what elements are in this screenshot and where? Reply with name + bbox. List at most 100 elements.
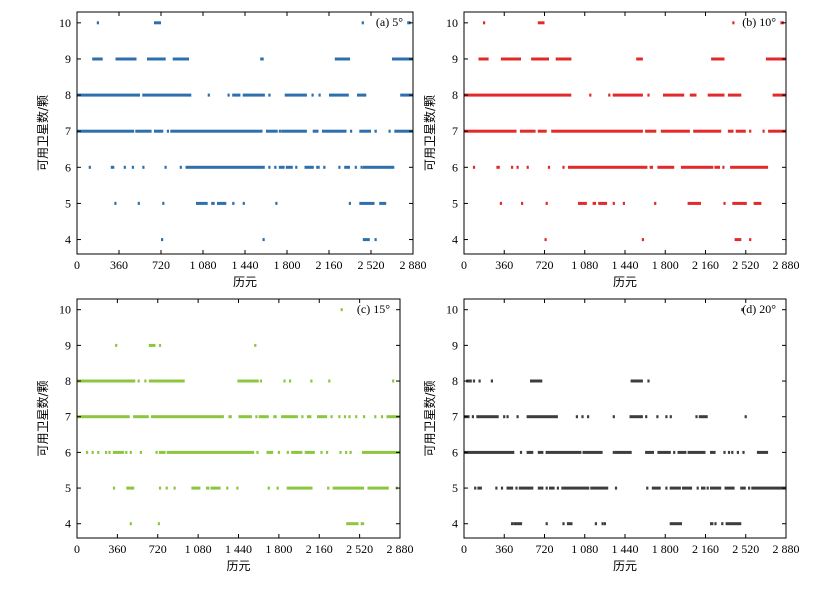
data-point-run: [105, 450, 108, 454]
data-point-run: [516, 165, 519, 169]
data-point-run: [348, 201, 351, 205]
data-point-run: [367, 486, 389, 490]
panel-label: (c) 15°: [357, 302, 390, 316]
data-point-run: [266, 450, 274, 454]
data-point-run: [472, 165, 476, 169]
data-point-run: [562, 522, 565, 526]
data-point-run: [227, 93, 230, 97]
data-point-run: [236, 486, 239, 490]
data-point-run: [556, 486, 559, 490]
data-point-run: [511, 165, 514, 169]
data-point-run: [226, 486, 229, 490]
data-point-run: [656, 415, 659, 419]
data-point-run: [537, 21, 545, 25]
data-point-run: [400, 93, 413, 97]
x-axis-title: 历元: [226, 559, 250, 573]
data-point-run: [669, 522, 682, 526]
data-point-run: [526, 165, 529, 169]
data-point-run: [526, 415, 558, 419]
data-point-run: [238, 415, 252, 419]
y-axis-title: 可用卫星数/颗: [422, 380, 437, 456]
data-point-run: [306, 415, 312, 419]
data-point-run: [110, 165, 115, 169]
x-tick-label: 720: [536, 542, 554, 556]
data-point-run: [155, 450, 158, 454]
data-point-run: [474, 486, 477, 490]
data-point-run: [647, 379, 650, 383]
data-point-run: [645, 129, 657, 133]
data-point-run: [603, 522, 606, 526]
data-point-run: [710, 522, 714, 526]
data-point-run: [158, 486, 162, 490]
x-axis-title: 历元: [233, 275, 257, 289]
x-tick-label: 1 080: [571, 542, 598, 556]
data-point-run: [582, 450, 603, 454]
data-point-run: [490, 379, 493, 383]
data-point-run: [166, 450, 255, 454]
data-point-run: [466, 379, 472, 383]
data-point-run: [645, 415, 648, 419]
data-point-run: [636, 57, 643, 61]
data-point-run: [360, 165, 363, 169]
data-point-run: [654, 201, 657, 205]
data-point-run: [161, 238, 164, 242]
data-point-run: [555, 57, 572, 61]
panel-label: (b) 10°: [742, 15, 776, 29]
plot-frame: [463, 298, 787, 539]
data-point-run: [196, 201, 208, 205]
data-point-run: [86, 450, 89, 454]
y-axis-title: 可用卫星数/颗: [35, 95, 50, 171]
data-point-run: [701, 486, 706, 490]
data-point-run: [210, 486, 221, 490]
data-point-run: [88, 165, 91, 169]
y-tick-label: 6: [452, 160, 458, 174]
data-point-run: [669, 415, 672, 419]
data-point-run: [741, 308, 744, 312]
x-tick-label: 2 160: [306, 542, 333, 556]
data-point-run: [144, 379, 147, 383]
x-tick-label: 2 880: [773, 258, 800, 272]
data-point-run: [657, 450, 671, 454]
data-point-run: [237, 379, 259, 383]
x-tick-label: 720: [149, 542, 167, 556]
data-point-run: [276, 486, 279, 490]
data-point-run: [242, 93, 265, 97]
data-point-run: [228, 415, 232, 419]
data-point-run: [519, 450, 523, 454]
data-point-run: [295, 165, 298, 169]
y-tick-label: 8: [452, 88, 458, 102]
data-point-run: [191, 486, 201, 490]
data-point-run: [710, 450, 716, 454]
data-point-run: [575, 415, 578, 419]
data-series: [77, 308, 400, 526]
data-point-run: [744, 415, 747, 419]
data-point-run: [727, 93, 742, 97]
data-point-run: [96, 21, 99, 25]
data-series: [77, 21, 413, 242]
data-point-run: [158, 450, 166, 454]
data-point-run: [660, 129, 690, 133]
x-tick-label: 2 520: [732, 542, 759, 556]
data-point-run: [725, 522, 742, 526]
data-point-run: [630, 379, 643, 383]
data-point-run: [380, 415, 384, 419]
data-point-run: [562, 165, 565, 169]
y-tick-label: 6: [65, 445, 71, 459]
data-point-run: [730, 165, 769, 169]
data-point-run: [357, 93, 367, 97]
data-point-run: [242, 201, 245, 205]
data-point-run: [207, 93, 210, 97]
data-point-run: [330, 415, 333, 419]
data-point-run: [478, 379, 481, 383]
data-point-run: [260, 57, 264, 61]
data-point-run: [515, 486, 518, 490]
data-point-run: [762, 129, 765, 133]
data-point-run: [594, 522, 597, 526]
data-point-run: [361, 450, 400, 454]
data-point-run: [500, 486, 504, 490]
data-point-run: [547, 165, 551, 169]
data-point-run: [266, 129, 278, 133]
data-point-run: [526, 450, 534, 454]
data-point-run: [112, 486, 116, 490]
data-point-run: [506, 486, 514, 490]
